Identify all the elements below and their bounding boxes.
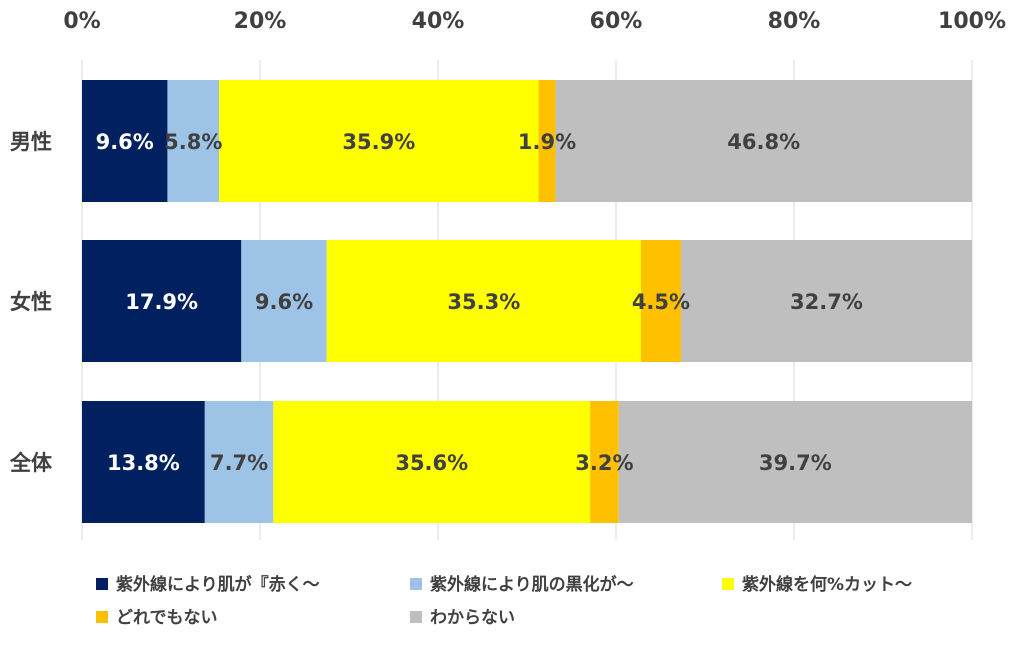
- bar-segment: [241, 240, 327, 362]
- legend-label: 紫外線を何%カット～: [742, 574, 912, 595]
- bar-segment: [590, 401, 619, 523]
- x-tick-label: 40%: [412, 9, 465, 34]
- legend-swatch: [722, 578, 734, 590]
- data-label: 32.7%: [790, 290, 863, 314]
- bar-segment: [680, 240, 972, 362]
- legend-label: わからない: [430, 608, 515, 628]
- data-label: 4.5%: [632, 290, 690, 314]
- bar-segment: [167, 80, 220, 202]
- bar-segment: [82, 240, 242, 362]
- legend-label: どれでもない: [116, 608, 218, 628]
- legend-swatch: [410, 611, 422, 623]
- bar-segment: [82, 80, 168, 202]
- bar-segment: [326, 240, 641, 362]
- data-label: 39.7%: [759, 451, 832, 475]
- category-label: 男性: [10, 130, 52, 154]
- data-label: 3.2%: [575, 451, 633, 475]
- x-tick-label: 100%: [938, 9, 1006, 34]
- data-label: 9.6%: [255, 290, 313, 314]
- bar-segment: [618, 401, 972, 523]
- bar-segment: [204, 401, 274, 523]
- legend-swatch: [96, 578, 108, 590]
- data-label: 9.6%: [96, 130, 154, 154]
- data-label: 7.7%: [210, 451, 268, 475]
- legend-swatch: [410, 578, 422, 590]
- data-label: 35.9%: [342, 130, 415, 154]
- bar-segment: [82, 401, 205, 523]
- legend-swatch: [96, 611, 108, 623]
- legend: 紫外線により肌が『赤く～ 紫外線により肌の黒化が～ 紫外線を何%カット～ どれでもない…: [96, 574, 912, 628]
- x-tick-label: 0%: [63, 9, 100, 34]
- data-label: 46.8%: [727, 130, 800, 154]
- data-label: 5.8%: [164, 130, 222, 154]
- bars: 9.6% 5.8% 35.9% 1.9% 46.8% 17.9% 9.6% 35.3% 4.5%…: [82, 80, 972, 523]
- x-tick-label: 60%: [590, 9, 643, 34]
- x-axis-ticks: 0% 20% 40% 60% 80% 100%: [63, 9, 1006, 34]
- category-label: 女性: [10, 290, 52, 314]
- legend-label: 紫外線により肌の黒化が～: [430, 574, 634, 595]
- bar-segment: [640, 240, 681, 362]
- data-label: 17.9%: [125, 290, 198, 314]
- data-label: 35.6%: [395, 451, 468, 475]
- data-label: 1.9%: [518, 130, 576, 154]
- x-tick-label: 80%: [768, 9, 821, 34]
- data-label: 35.3%: [447, 290, 520, 314]
- category-label: 全体: [9, 451, 53, 475]
- x-tick-label: 20%: [234, 9, 287, 34]
- bar-segment: [219, 80, 539, 202]
- bar-segment: [273, 401, 591, 523]
- bar-segment: [555, 80, 972, 202]
- data-label: 13.8%: [107, 451, 180, 475]
- bar-segment: [538, 80, 556, 202]
- legend-label: 紫外線により肌が『赤く～: [116, 574, 320, 595]
